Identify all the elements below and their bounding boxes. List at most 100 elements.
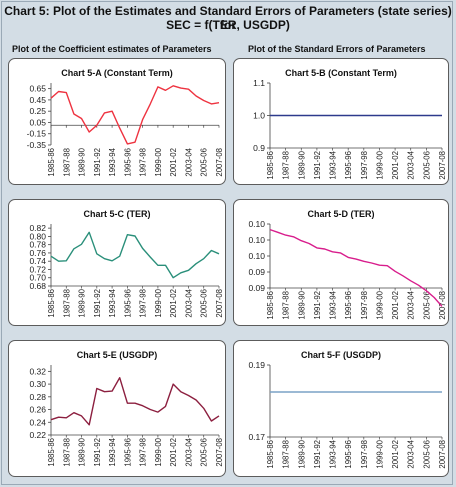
y-tick-label: 0.68 [29, 281, 46, 291]
chart-svg: Chart 5-C (TER)0.820.800.780.760.740.720… [29, 209, 224, 318]
x-tick-label: 2005-06 [422, 440, 431, 469]
y-tick-label: 0.26 [29, 405, 46, 415]
series-line [50, 377, 220, 426]
chart-title: Chart 5-F (USGDP) [301, 350, 381, 360]
x-tick-label: 1985-86 [47, 438, 56, 467]
x-tick-label: 1999-00 [375, 439, 384, 468]
y-tick-label: 1.1 [253, 78, 265, 88]
x-tick-label: 2003-04 [184, 288, 193, 317]
x-tick-label: 2003-04 [184, 147, 193, 176]
x-tick-label: 1993-94 [329, 439, 338, 468]
chart-5a-panel: Chart 5-A (Constant Term) 0.65 0.45 0.25 0.0… [8, 58, 226, 185]
x-tick-label: 1989-90 [78, 437, 87, 466]
x-tick-label: 1997-98 [360, 151, 369, 180]
left-column-heading: Plot of the Coefficient estimates of Par… [12, 44, 212, 54]
x-tick-label: 1993-94 [108, 288, 117, 317]
y-tick-label: 0.17 [248, 432, 265, 442]
y-tick-label: 0.10 [248, 235, 265, 245]
x-tick-label: 1987-88 [62, 438, 71, 467]
y-tick-label: 1.0 [253, 111, 265, 121]
y-tick-label: 0.10 [248, 251, 265, 261]
x-tick-label: 1991-92 [313, 440, 322, 469]
x-tick-label: 2001-02 [169, 438, 178, 467]
y-tick-label: 0.28 [29, 392, 46, 402]
x-tick-label: 1995-96 [344, 291, 353, 320]
x-tick-label: 2005-06 [200, 289, 209, 318]
x-tick-label: 2003-04 [407, 439, 416, 468]
x-tick-label: 1985-86 [47, 148, 56, 177]
x-tick-label: 2003-04 [407, 150, 416, 179]
x-tick-label: 1985-86 [266, 291, 275, 320]
x-tick-label: 1993-94 [108, 437, 117, 466]
x-tick-label: 1985-86 [266, 440, 275, 469]
x-tick-label: 2005-06 [422, 291, 431, 320]
x-tick-label: 1991-92 [93, 148, 102, 177]
chart-5d-panel: Chart 5-D (TER) 0.10 0.10 0.10 0.09 0.09 1985-… [233, 199, 449, 326]
x-tick-label: 1999-00 [375, 150, 384, 179]
chart-svg: Chart 5-E (USGDP) 0.32 0.30 0.28 0.26 0.24 0.2… [29, 350, 224, 467]
x-tick-label: 1985-86 [266, 151, 275, 180]
y-tick-label: 0.45 [29, 95, 46, 105]
x-tick-label: 1997-98 [139, 289, 148, 318]
y-tick-label: -0.15 [27, 129, 47, 139]
x-tick-label: 1989-90 [297, 439, 306, 468]
x-tick-label: 1987-88 [62, 289, 71, 318]
x-tick-label: 2007-08 [215, 289, 224, 318]
x-tick-label: 2001-02 [391, 440, 400, 469]
x-tick-label: 1995-96 [123, 289, 132, 318]
y-tick-label: 0.80 [29, 231, 46, 241]
chart-title: Chart 5-E (USGDP) [77, 350, 158, 360]
x-tick-label: 2005-06 [422, 151, 431, 180]
x-tick-label: 1997-98 [139, 438, 148, 467]
x-tick-label: 2007-08 [438, 291, 447, 320]
chart-title: Chart 5-A (Constant Term) [61, 68, 173, 78]
x-tick-label: 1991-92 [93, 438, 102, 467]
series-line [50, 231, 220, 279]
x-tick-label: 2007-08 [438, 440, 447, 469]
x-tick-label: 1987-88 [282, 151, 291, 180]
y-tick-label: 0.19 [248, 360, 265, 370]
x-tick-label: 1989-90 [297, 150, 306, 179]
y-tick-label: 0.30 [29, 379, 46, 389]
x-tick-label: 1993-94 [329, 150, 338, 179]
y-tick-label: 0.72 [29, 264, 46, 274]
chart-title: Chart 5-B (Constant Term) [285, 68, 397, 78]
y-tick-label: 0.74 [29, 256, 46, 266]
x-tick-label: 1991-92 [93, 289, 102, 318]
x-tick-label: 2007-08 [215, 438, 224, 467]
chart-5c-panel: Chart 5-C (TER) 0.82 0.80 0.78 0.76 0.74 0.72 0… [8, 199, 226, 326]
y-tick-label: 0.22 [29, 430, 46, 440]
y-tick-label: 0.70 [29, 273, 46, 283]
x-tick-label: 1989-90 [78, 147, 87, 176]
y-tick-label: 0.78 [29, 240, 46, 250]
x-tick-label: 2005-06 [200, 148, 209, 177]
y-tick-label: 0.09 [248, 283, 265, 293]
x-tick-label: 2003-04 [407, 290, 416, 319]
chart-svg: Chart 5-A (Constant Term) 0.650.450.250.0… [27, 68, 224, 177]
y-tick-label: 0.65 [29, 84, 46, 94]
x-tick-label: 1987-88 [282, 440, 291, 469]
x-tick-label: 1999-00 [375, 290, 384, 319]
x-tick-label: 1989-90 [78, 288, 87, 317]
y-tick-label: 0.9 [253, 143, 265, 153]
y-tick-label: 0.09 [248, 267, 265, 277]
chart-5f-panel: Chart 5-F (USGDP) 0.19 0.17 1985-86 1987-88 1… [233, 340, 449, 477]
x-tick-label: 1995-96 [344, 151, 353, 180]
x-tick-label: 2003-04 [184, 437, 193, 466]
x-tick-label: 1997-98 [360, 291, 369, 320]
right-column-heading: Plot of the Standard Errors of Parameter… [248, 44, 426, 54]
x-tick-label: 1999-00 [154, 288, 163, 317]
x-tick-label: 2001-02 [169, 148, 178, 177]
x-tick-label: 1999-00 [154, 147, 163, 176]
y-tick-label: 0.24 [29, 417, 46, 427]
chart-svg: Chart 5-D (TER)0.100.100.100.090.091985-… [248, 209, 447, 320]
y-tick-label: -0.35 [27, 140, 47, 150]
figure-title-line-2: SEC = f(TER, USGDP) [166, 18, 290, 32]
x-tick-label: 1987-88 [62, 148, 71, 177]
chart-svg: Chart 5-B (Constant Term) 1.1 1.0 0.91985-8… [253, 68, 447, 180]
x-tick-label: 1995-96 [123, 148, 132, 177]
x-tick-label: 1999-00 [154, 437, 163, 466]
x-tick-label: 2001-02 [391, 151, 400, 180]
chart-title: Chart 5-D (TER) [308, 209, 375, 219]
series-line [269, 228, 443, 307]
